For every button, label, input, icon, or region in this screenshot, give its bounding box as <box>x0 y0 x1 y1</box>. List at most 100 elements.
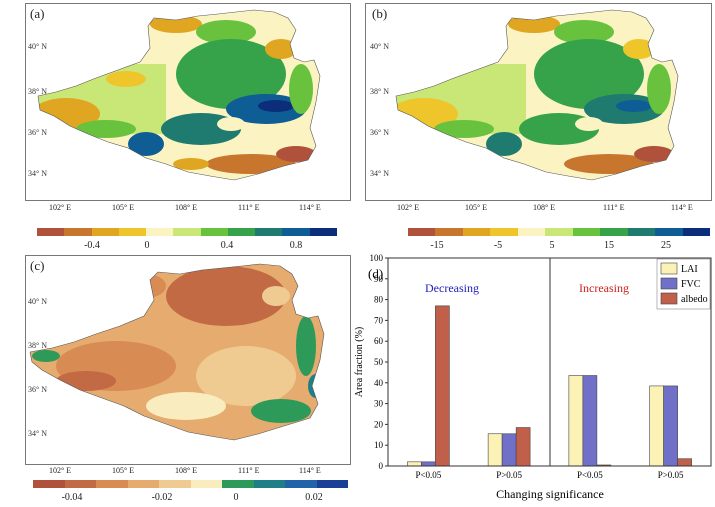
bar-lai <box>407 461 422 467</box>
lon-tick: 102° E <box>49 203 72 212</box>
bar-fvc <box>663 385 678 467</box>
colorbar-swatch <box>285 480 317 488</box>
lat-tick: 40° N <box>28 297 47 306</box>
colorbar-label: 0 <box>144 240 150 251</box>
bar-lai <box>568 375 584 467</box>
colorbar-label: -0.02 <box>151 492 173 503</box>
colorbar-label: 15 <box>604 240 614 251</box>
x-tick-label: P>0.05 <box>496 470 522 480</box>
lat-tick: 38° N <box>28 87 47 96</box>
y-tick-label: 80 <box>374 295 384 305</box>
colorbar-label: -0.4 <box>84 240 100 251</box>
lon-axis-c: 102° E 105° E 108° E 111° E 114° E <box>25 466 349 478</box>
colorbar-label: 25 <box>661 240 671 251</box>
lon-tick: 108° E <box>533 203 556 212</box>
panel-label: (d) <box>368 266 383 281</box>
colorbar-swatch <box>64 228 92 236</box>
lat-tick: 40° N <box>28 42 47 51</box>
lat-tick: 36° N <box>28 128 47 137</box>
colorbar-swatch <box>309 228 337 236</box>
map-frame-a: 40° N 38° N 36° N 34° N <box>25 3 351 201</box>
colorbar-label: -15 <box>430 240 444 251</box>
colorbar-swatch <box>227 228 256 236</box>
lon-tick: 111° E <box>603 203 625 212</box>
colorbar-swatch <box>159 480 191 488</box>
bar-fvc <box>501 433 517 467</box>
lat-tick: 36° N <box>28 385 47 394</box>
colorbar-label: 0.4 <box>220 240 234 251</box>
colorbar-swatch <box>316 480 348 488</box>
panel-label: (b) <box>372 6 388 21</box>
group-label-decreasing: Decreasing <box>425 281 479 295</box>
bar-fvc <box>421 461 436 467</box>
colorbar-swatch <box>627 228 656 236</box>
group-label-increasing: Increasing <box>579 281 629 295</box>
colorbar-swatch <box>462 228 491 236</box>
lon-tick: 111° E <box>238 203 260 212</box>
lon-tick: 105° E <box>112 203 135 212</box>
lat-tick: 36° N <box>370 128 389 137</box>
colorbar-swatch <box>600 228 628 236</box>
y-tick-label: 60 <box>374 336 384 346</box>
legend-swatch <box>660 277 678 290</box>
colorbar-swatch <box>200 228 228 236</box>
y-axis-label: Area fraction (%) <box>354 327 365 398</box>
lat-tick: 40° N <box>370 42 389 51</box>
lon-tick: 105° E <box>465 203 488 212</box>
bar-lai <box>649 385 664 467</box>
lon-tick: 108° E <box>175 466 198 475</box>
colorbar-swatch <box>96 480 128 488</box>
colorbar-swatch <box>490 228 518 236</box>
colorbar-label: 5 <box>549 240 555 251</box>
y-tick-label: 50 <box>374 357 384 367</box>
colorbar-swatch <box>517 228 546 236</box>
lon-tick: 114° E <box>671 203 693 212</box>
x-tick-label: P>0.05 <box>658 470 684 480</box>
colorbar-swatch <box>64 480 96 488</box>
colorbar-swatch <box>682 228 710 236</box>
y-tick-label: 70 <box>374 315 384 325</box>
colorbar-swatch <box>253 480 285 488</box>
lon-tick: 102° E <box>397 203 420 212</box>
bar-albedo <box>435 305 450 467</box>
lon-tick: 114° E <box>299 203 321 212</box>
colorbar-swatch <box>146 228 174 236</box>
map-frame-c: 40° N 38° N 36° N 34° N <box>25 255 351 465</box>
colorbar-swatch <box>127 480 159 488</box>
lon-axis-a: 102° E 105° E 108° E 111° E 114° E <box>25 203 349 215</box>
lat-tick: 34° N <box>28 169 47 178</box>
x-tick-label: P<0.05 <box>415 470 441 480</box>
colorbar-swatch <box>435 228 463 236</box>
y-tick-label: 40 <box>374 378 384 388</box>
colorbar-swatch <box>545 228 573 236</box>
colorbar-label: 0.8 <box>289 240 303 251</box>
map-b: 40° N 38° N 36° N 34° N <box>370 9 679 181</box>
y-tick-label: 90 <box>374 274 384 284</box>
map-frame-b: 40° N 38° N 36° N 34° N <box>365 3 712 201</box>
y-tick-label: 10 <box>374 440 384 450</box>
lon-tick: 108° E <box>175 203 198 212</box>
bar-chart: 0 10 20 30 40 50 60 70 80 90 100 P<0.05 P>0.05 P<0.0… <box>354 253 712 501</box>
bar-albedo <box>677 458 692 467</box>
panel-label: (a) <box>30 6 45 21</box>
x-axis-label: Changing significance <box>496 487 604 501</box>
lat-tick: 34° N <box>28 429 47 438</box>
colorbar-a <box>37 228 337 236</box>
bar-fvc <box>582 375 598 467</box>
bar-albedo <box>515 427 531 467</box>
lon-axis-b: 102° E 105° E 108° E 111° E 114° E <box>365 203 710 215</box>
map-panel-b: 40° N 38° N 36° N 34° N (b) 102° E 105° … <box>360 0 715 251</box>
colorbar-swatch <box>572 228 601 236</box>
y-tick-label: 100 <box>370 253 384 263</box>
lon-tick: 102° E <box>49 466 72 475</box>
colorbar-label: 0.02 <box>305 492 323 503</box>
colorbar-swatch <box>190 480 222 488</box>
colorbar-swatch <box>655 228 683 236</box>
panel-label: (c) <box>30 258 45 273</box>
legend-swatch <box>660 262 678 275</box>
y-tick-label: 20 <box>374 419 384 429</box>
colorbar-swatch <box>222 480 254 488</box>
y-tick-label: 0 <box>379 461 384 471</box>
legend-label: FVC <box>681 279 701 290</box>
map-panel-a: 40° N 38° N 36° N 34° N (a) 102° E 105° … <box>0 0 352 251</box>
